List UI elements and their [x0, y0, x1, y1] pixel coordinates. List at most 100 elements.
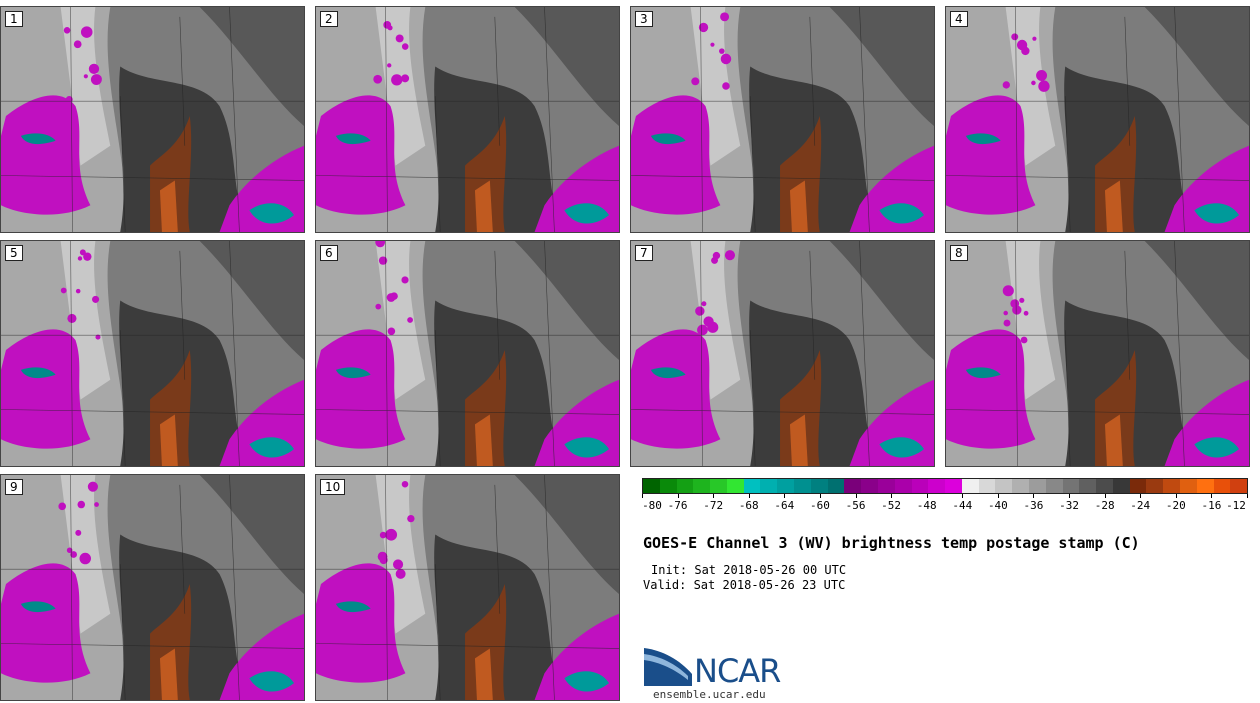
- colorbar-segment: [1213, 479, 1231, 493]
- colorbar-segment: [1230, 479, 1248, 493]
- colorbar-segment: [1028, 479, 1046, 493]
- colorbar-tick: [748, 494, 750, 498]
- wv-map-image: [631, 241, 934, 466]
- colorbar-segment: [978, 479, 996, 493]
- postage-stamp-panel: 2: [315, 6, 620, 233]
- colorbar-segment: [1062, 479, 1080, 493]
- postage-stamp-panel: 5: [0, 240, 305, 467]
- wv-map-image: [1, 7, 304, 232]
- colorbar-tick-label: -16: [1201, 499, 1222, 512]
- colorbar-tick-label: -72: [703, 499, 724, 512]
- colorbar-tick-label: -36: [1023, 499, 1044, 512]
- colorbar-segment: [1129, 479, 1147, 493]
- colorbar-segment: [659, 479, 677, 493]
- colorbar-tick-label: -28: [1094, 499, 1115, 512]
- colorbar-segment: [1163, 479, 1180, 493]
- colorbar-tick: [677, 494, 679, 498]
- colorbar-segment: [1196, 479, 1214, 493]
- colorbar-segment: [844, 479, 862, 493]
- postage-stamp-panel: 10: [315, 474, 620, 701]
- colorbar-tick: [855, 494, 857, 498]
- postage-stamp-panel: 6: [315, 240, 620, 467]
- colorbar-tick-label: -32: [1059, 499, 1079, 512]
- colorbar-segment: [693, 479, 711, 493]
- figure-title: GOES-E Channel 3 (WV) brightness temp po…: [643, 534, 1140, 552]
- colorbar-tick: [891, 494, 893, 498]
- panel-number-label: 4: [950, 11, 968, 27]
- panel-number-label: 5: [5, 245, 23, 261]
- colorbar-segment: [961, 479, 979, 493]
- colorbar-tick: [713, 494, 715, 498]
- colorbar-tick-label: -80: [642, 499, 662, 512]
- wv-map-image: [1, 241, 304, 466]
- colorbar-tick: [1140, 494, 1142, 498]
- colorbar-segment: [726, 479, 744, 493]
- colorbar-tick: [819, 494, 821, 498]
- colorbar: [642, 478, 1248, 494]
- colorbar-tick-label: -60: [810, 499, 830, 512]
- logo-url: ensemble.ucar.edu: [653, 688, 766, 701]
- postage-stamp-panel: 3: [630, 6, 935, 233]
- valid-time: Valid: Sat 2018-05-26 23 UTC: [643, 578, 846, 592]
- panel-number-label: 8: [950, 245, 968, 261]
- colorbar-tick: [962, 494, 964, 498]
- wv-map-image: [631, 7, 934, 232]
- colorbar-segment: [810, 479, 828, 493]
- init-time: Init: Sat 2018-05-26 00 UTC: [651, 563, 847, 577]
- logo-text: NCAR: [694, 652, 781, 690]
- colorbar-segment: [760, 479, 778, 493]
- colorbar-tick: [997, 494, 999, 498]
- colorbar-tick-label: -20: [1165, 499, 1186, 512]
- colorbar-segment: [710, 479, 727, 493]
- colorbar-tick: [784, 494, 786, 498]
- colorbar-segment: [1012, 479, 1029, 493]
- colorbar-tick-label: -76: [667, 499, 688, 512]
- panel-number-label: 6: [320, 245, 338, 261]
- colorbar-segment: [1180, 479, 1197, 493]
- wv-map-image: [946, 7, 1249, 232]
- colorbar-segment: [1079, 479, 1097, 493]
- colorbar-segment: [794, 479, 811, 493]
- colorbar-tick: [1069, 494, 1071, 498]
- colorbar-tick: [1247, 494, 1248, 498]
- ncar-logo-icon: [644, 648, 692, 686]
- postage-stamp-panel: 9: [0, 474, 305, 701]
- colorbar-segment: [1146, 479, 1164, 493]
- colorbar-tick-label: -64: [774, 499, 795, 512]
- colorbar-tick-label: -24: [1130, 499, 1151, 512]
- colorbar-segment: [928, 479, 946, 493]
- colorbar-segment: [877, 479, 895, 493]
- colorbar-segment: [995, 479, 1013, 493]
- colorbar-segment: [894, 479, 912, 493]
- panel-number-label: 9: [5, 479, 23, 495]
- colorbar-tick-label: -12: [1226, 499, 1246, 512]
- colorbar-segment: [911, 479, 929, 493]
- panel-number-label: 3: [635, 11, 653, 27]
- colorbar-tick-label: -48: [916, 499, 937, 512]
- colorbar-segment: [1112, 479, 1130, 493]
- panel-number-label: 10: [320, 479, 346, 495]
- postage-stamp-panel: 8: [945, 240, 1250, 467]
- colorbar-segment: [676, 479, 694, 493]
- postage-stamp-panel: 4: [945, 6, 1250, 233]
- colorbar-tick-label: -68: [738, 499, 759, 512]
- colorbar-segment: [777, 479, 795, 493]
- panel-number-label: 7: [635, 245, 653, 261]
- colorbar-tick: [1175, 494, 1177, 498]
- postage-stamp-panel: 1: [0, 6, 305, 233]
- colorbar-tick: [642, 494, 643, 498]
- colorbar-segment: [743, 479, 761, 493]
- colorbar-segment: [643, 479, 660, 493]
- colorbar-ticks: -80 -76 -72 -68 -64 -60 -56 -52 -48 -44 -40 -36 -32 -…: [642, 494, 1248, 516]
- wv-map-image: [316, 475, 619, 700]
- panel-number-label: 1: [5, 11, 23, 27]
- panel-number-label: 2: [320, 11, 338, 27]
- postage-stamp-panel: 7: [630, 240, 935, 467]
- wv-map-image: [1, 475, 304, 700]
- colorbar-segment: [1045, 479, 1063, 493]
- colorbar-tick: [1104, 494, 1106, 498]
- colorbar-tick-label: -44: [952, 499, 973, 512]
- colorbar-tick-label: -52: [881, 499, 902, 512]
- colorbar-tick: [1211, 494, 1213, 498]
- colorbar-segment: [1096, 479, 1113, 493]
